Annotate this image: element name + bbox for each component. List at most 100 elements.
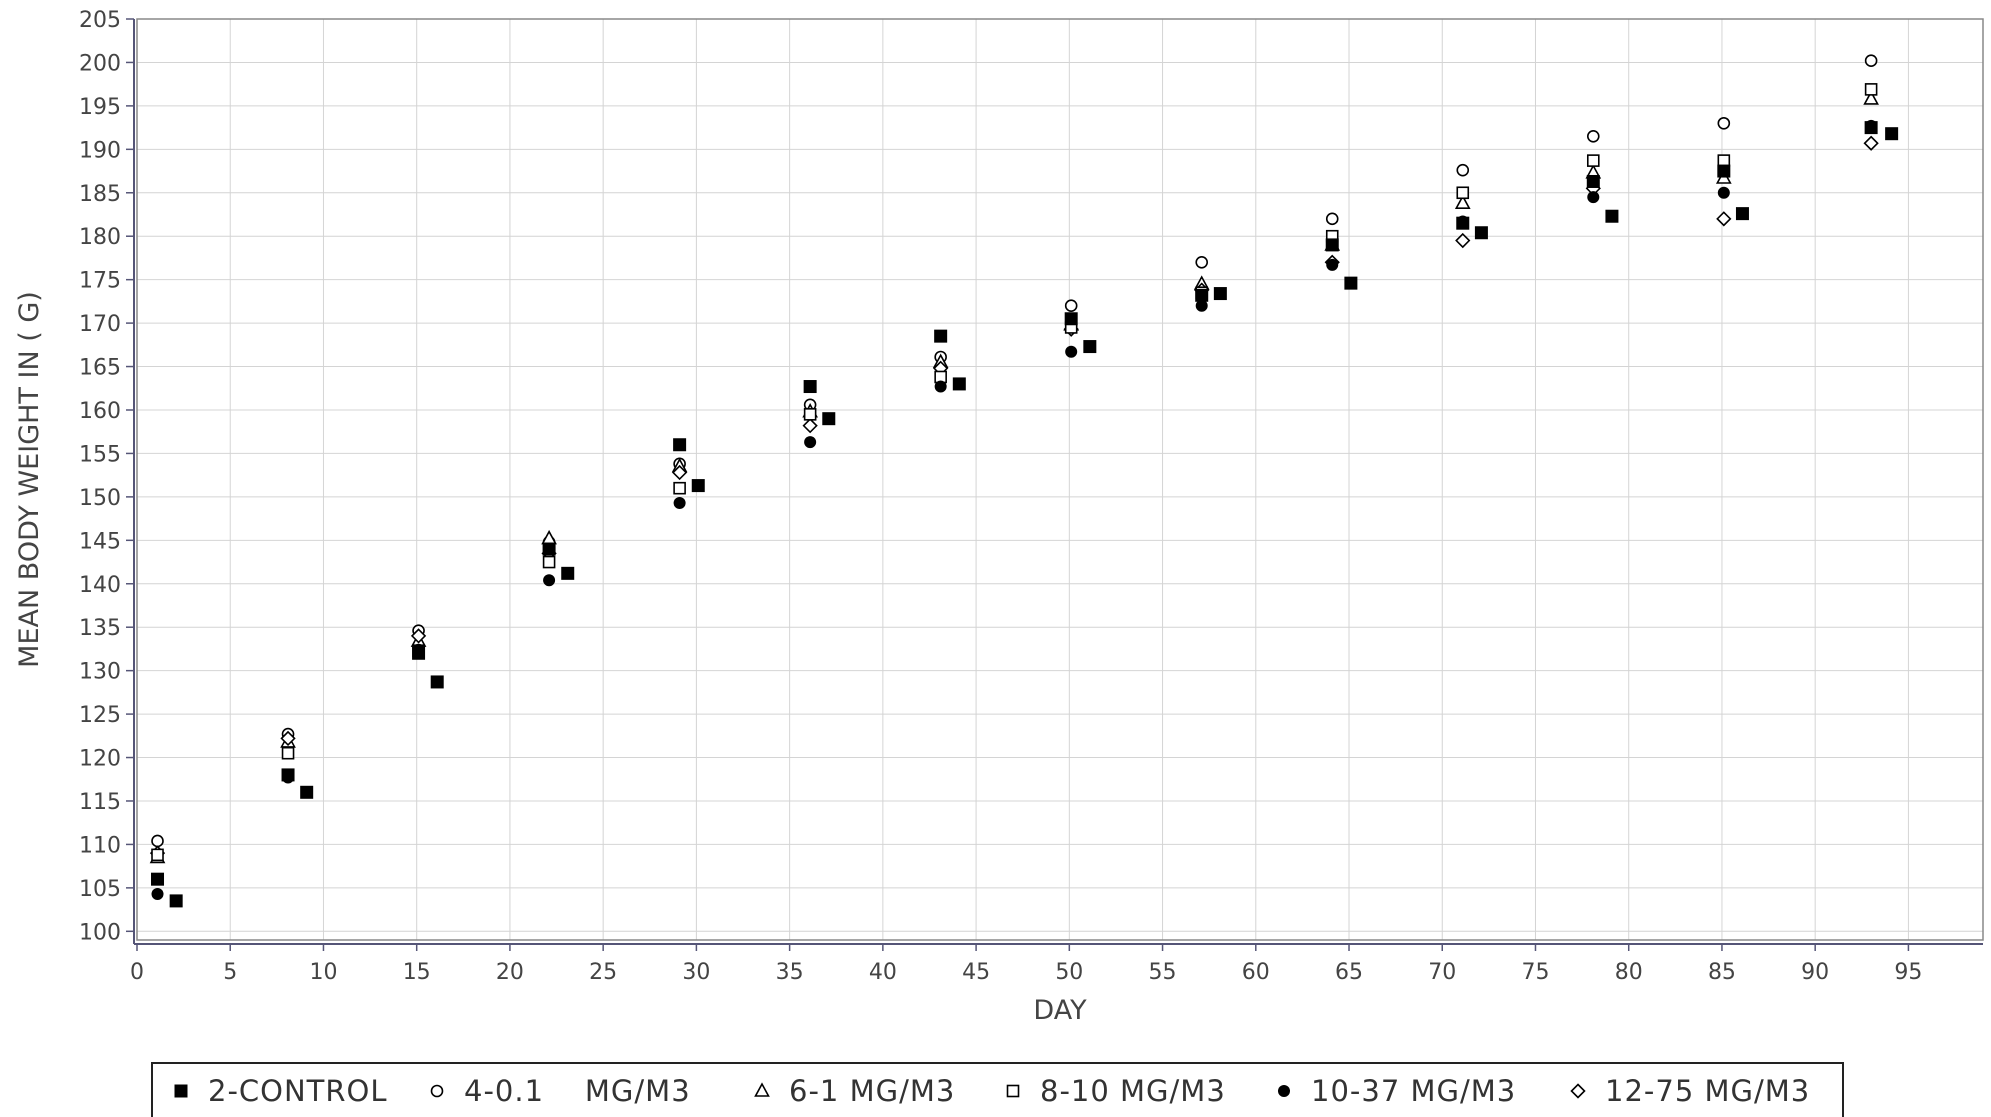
data-point: [410, 628, 427, 644]
data-point: [281, 768, 295, 782]
grid: [136, 18, 1983, 940]
x-tick-label: 80: [1615, 960, 1643, 985]
data-point: [430, 675, 444, 689]
x-tick-label: 70: [1428, 960, 1456, 985]
data-point: [1065, 345, 1078, 358]
y-tick-label: 145: [79, 529, 121, 554]
data-point: [1735, 207, 1749, 221]
data-point: [822, 412, 836, 426]
legend-marker: [174, 1084, 188, 1098]
plot-area: [136, 18, 1984, 941]
data-point: [934, 380, 947, 393]
x-axis: 0 5 10 15 20 25 30 35 40 45 50 55 60 65 70 75 80 85 90 95: [130, 944, 1922, 985]
legend-label: 8-10 MG/M3: [1040, 1074, 1226, 1108]
legend-marker: [1006, 1084, 1020, 1098]
data-point: [691, 479, 705, 493]
data-point: [1586, 129, 1600, 143]
y-tick-label: 110: [79, 833, 121, 858]
data-point: [1456, 186, 1470, 200]
data-point: [151, 887, 164, 900]
y-axis-title: MEAN BODY WEIGHT IN ( G): [14, 291, 45, 668]
legend-label: 12-75 MG/M3: [1605, 1074, 1810, 1108]
data-point: [1344, 276, 1358, 290]
x-tick-label: 65: [1335, 960, 1363, 985]
legend-marker: [430, 1084, 444, 1098]
y-tick-label: 200: [79, 51, 121, 76]
y-tick-label: 155: [79, 442, 121, 467]
y-tick-label: 175: [79, 269, 121, 294]
legend-label: 4-0.1 MG/M3: [464, 1074, 691, 1108]
data-point: [561, 566, 575, 580]
data-point: [952, 377, 966, 391]
data-point: [412, 646, 426, 660]
legend: 2-CONTROL 4-0.1 MG/M3 6-1 MG/M3 8-10 MG/M3 1…: [151, 1062, 1844, 1117]
data-point: [673, 438, 687, 452]
legend-item: 6-1 MG/M3: [754, 1074, 954, 1108]
x-tick-label: 85: [1708, 960, 1736, 985]
x-tick-label: 45: [962, 960, 990, 985]
data-point: [1864, 83, 1878, 96]
data-point: [1587, 191, 1600, 204]
legend-item: 4-0.1 MG/M3: [430, 1074, 691, 1108]
data-point: [1326, 258, 1339, 271]
data-point: [1885, 127, 1899, 141]
y-tick-label: 115: [79, 790, 121, 815]
data-point: [542, 542, 556, 556]
data-point: [1325, 212, 1339, 226]
y-tick-label: 120: [79, 747, 121, 772]
data-point: [151, 834, 164, 848]
legend-marker: [1570, 1083, 1586, 1099]
x-tick-label: 35: [776, 960, 804, 985]
x-tick-label: 10: [309, 960, 337, 985]
y-tick-label: 140: [79, 573, 121, 598]
legend-marker: [1278, 1085, 1290, 1097]
y-tick-label: 170: [79, 312, 121, 337]
data-point: [1864, 54, 1878, 68]
data-point: [1455, 232, 1471, 249]
x-tick-label: 55: [1149, 960, 1177, 985]
data-point: [1195, 288, 1209, 302]
x-tick-label: 75: [1521, 960, 1549, 985]
data-point: [1717, 186, 1730, 199]
y-tick-label: 100: [79, 920, 121, 945]
data-point: [1325, 238, 1339, 252]
y-axis: 100 105 110 115 120 125 130 135 140 145 150 155 160 1…: [79, 8, 134, 945]
data-point: [1456, 216, 1470, 230]
legend-label: 10-37 MG/M3: [1311, 1074, 1516, 1108]
data-point: [1717, 164, 1731, 178]
data-point: [803, 380, 817, 394]
data-point: [1083, 340, 1097, 354]
x-axis-title: DAY: [1033, 995, 1087, 1026]
y-tick-label: 205: [79, 8, 121, 33]
data-point: [169, 894, 183, 908]
x-tick-label: 5: [223, 960, 237, 985]
series-1: [151, 121, 1899, 908]
y-tick-label: 125: [79, 703, 121, 728]
data-point: [1064, 299, 1078, 313]
y-tick-label: 190: [79, 138, 121, 163]
data-point: [1474, 226, 1488, 240]
data-point: [151, 848, 164, 862]
data-point: [1586, 154, 1600, 167]
data-point: [300, 785, 314, 799]
y-tick-label: 105: [79, 877, 121, 902]
data-point: [1864, 121, 1878, 135]
legend-label: 2-CONTROL: [208, 1074, 388, 1108]
x-tick-label: 95: [1894, 960, 1922, 985]
y-tick-label: 130: [79, 660, 121, 685]
data-point: [1605, 209, 1619, 223]
data-point: [671, 464, 688, 481]
data-point: [1456, 163, 1470, 177]
data-point: [673, 496, 686, 509]
x-tick-label: 20: [496, 960, 524, 985]
data-point: [1213, 287, 1227, 301]
x-tick-label: 25: [589, 960, 617, 985]
data-point: [802, 417, 818, 434]
data-point: [1716, 211, 1732, 227]
data-point: [673, 481, 686, 495]
x-tick-label: 40: [869, 960, 897, 985]
y-tick-label: 195: [79, 95, 121, 120]
y-tick-label: 160: [79, 399, 121, 424]
